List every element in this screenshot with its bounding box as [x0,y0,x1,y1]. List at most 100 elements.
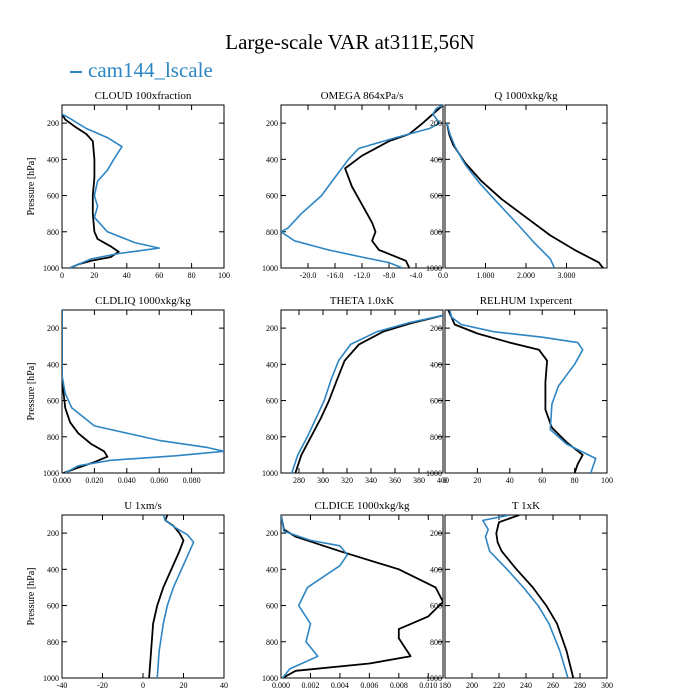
x-tick-label: 0 [141,681,145,690]
x-tick-label: 380 [413,476,425,485]
series-line-reference [446,122,604,268]
panel-2: OMEGA 864xPa/s 200 400 600 800 1000 -20.0 -16.0… [262,90,448,280]
series-line-reference [495,515,575,678]
y-tick-label: 400 [47,565,59,574]
y-axis-label: Pressure [hPa] [26,362,37,420]
x-tick-label: 0.000 [272,681,290,690]
x-tick-label: 20 [90,271,98,280]
series-line-cam144-lscale [281,515,349,678]
series-line-cam144-lscale [449,310,597,473]
x-tick-label: 0.008 [390,681,408,690]
y-tick-label: 800 [430,228,442,237]
x-tick-label: 0.080 [183,476,201,485]
panel-title: CLDICE 1000xkg/kg [314,500,410,512]
series-line-cam144-lscale [291,314,443,473]
x-tick-label: 0.040 [118,476,136,485]
panel-title: U 1xm/s [124,500,162,512]
y-tick-label: 400 [430,565,442,574]
y-tick-label: 800 [266,433,278,442]
x-tick-label: 320 [341,476,353,485]
panel-title: CLOUD 100xfraction [95,90,192,102]
x-tick-label: 0.010 [419,681,437,690]
y-tick-label: 400 [266,360,278,369]
y-tick-label: 1000 [426,264,442,273]
y-tick-label: 1000 [262,264,278,273]
x-tick-label: -20.0 [300,271,317,280]
y-tick-label: 800 [430,638,442,647]
y-tick-label: 1000 [262,674,278,683]
series-line-reference [447,310,584,473]
panel-title: RELHUM 1xpercent [480,295,573,307]
x-tick-label: 0.0 [438,271,448,280]
y-tick-label: 1000 [43,674,59,683]
x-tick-label: 0.002 [301,681,319,690]
legend: cam144_lscale [70,58,213,83]
y-tick-label: 200 [430,119,442,128]
y-tick-label: 800 [430,433,442,442]
x-tick-label: 240 [520,681,532,690]
y-tick-label: 400 [430,155,442,164]
x-tick-label: 0.006 [360,681,378,690]
plot-frame [444,309,608,474]
plot-frame [280,514,444,679]
x-tick-label: 260 [547,681,559,690]
plot-frame [444,104,608,269]
series-line-cam144-lscale [62,113,160,268]
plot-frame [61,309,225,474]
series-line-cam144-lscale [62,310,224,473]
y-axis-label: Pressure [hPa] [26,157,37,215]
y-tick-label: 400 [430,360,442,369]
series-line-cam144-lscale [156,515,195,678]
x-tick-label: 40 [220,681,228,690]
x-tick-label: 300 [601,681,613,690]
x-tick-label: 400 [437,476,449,485]
y-tick-label: 600 [266,397,278,406]
x-tick-label: 60 [155,271,163,280]
y-tick-label: 400 [47,360,59,369]
panel-title: Q 1000xkg/kg [494,90,558,102]
x-tick-label: 0.020 [85,476,103,485]
figure-title: Large-scale VAR at311E,56N [225,30,475,54]
series-line-reference [281,515,443,678]
y-axis-label: Pressure [hPa] [26,567,37,625]
y-tick-label: 200 [47,119,59,128]
x-tick-label: 180 [439,681,451,690]
y-tick-label: 200 [47,324,59,333]
series-line-reference [294,314,443,473]
x-tick-label: 20 [473,476,481,485]
series-line-cam144-lscale [446,122,556,268]
x-tick-label: 0.000 [53,476,71,485]
x-tick-label: 300 [317,476,329,485]
y-tick-label: 800 [266,228,278,237]
series-line-cam144-lscale [481,515,569,678]
y-tick-label: 200 [430,529,442,538]
y-tick-label: 1000 [262,469,278,478]
y-tick-label: 200 [430,324,442,333]
y-tick-label: 800 [47,228,59,237]
y-tick-label: 800 [47,433,59,442]
y-tick-label: 400 [47,155,59,164]
y-tick-label: 800 [47,638,59,647]
x-tick-label: -20 [97,681,108,690]
y-tick-label: 200 [266,119,278,128]
y-tick-label: 200 [47,529,59,538]
series-line-cam144-lscale [281,105,443,268]
y-tick-label: 600 [430,397,442,406]
y-tick-label: 400 [266,155,278,164]
x-tick-label: 0.004 [331,681,349,690]
x-tick-label: 360 [389,476,401,485]
x-tick-label: 60 [538,476,546,485]
x-tick-label: -4.0 [410,271,423,280]
y-tick-label: 1000 [426,674,442,683]
x-tick-label: 100 [601,476,613,485]
x-tick-label: 280 [574,681,586,690]
y-tick-label: 200 [266,529,278,538]
y-tick-label: 600 [266,602,278,611]
panel-5: THETA 1.0xK 200 400 600 800 1000 280 300 320 340 3… [262,295,449,485]
y-tick-label: 600 [430,192,442,201]
x-tick-label: 40 [123,271,131,280]
